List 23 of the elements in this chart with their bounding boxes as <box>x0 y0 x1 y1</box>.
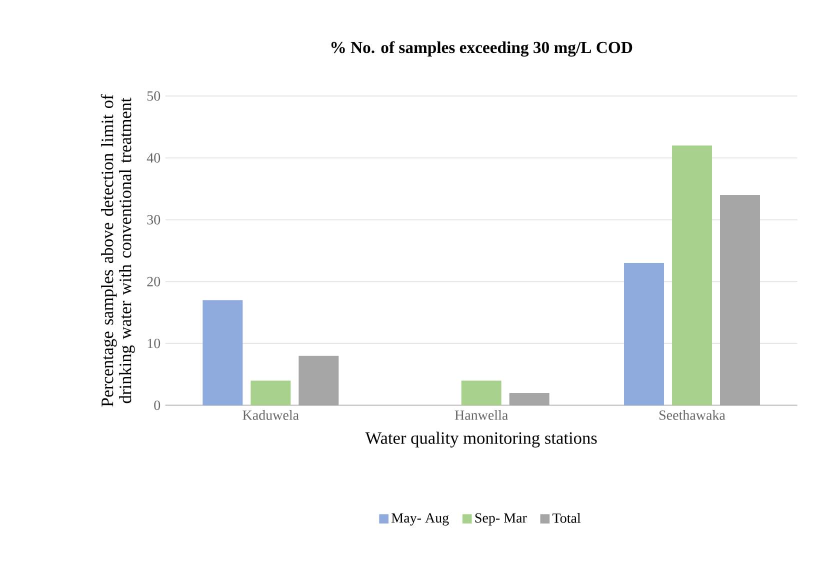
legend-label: Sep- Mar <box>475 513 527 526</box>
bar <box>720 194 760 406</box>
x-tick-label: Kaduwela <box>242 410 299 420</box>
bar <box>461 380 502 406</box>
bar <box>250 380 291 406</box>
bar <box>624 263 664 406</box>
x-tick-label: Seethawaka <box>660 410 726 420</box>
bar <box>509 392 550 406</box>
legend-label: Total <box>552 513 581 523</box>
legend-label: May- Aug <box>392 513 449 526</box>
y-tick-label: 20 <box>147 276 160 286</box>
chart-title: % No. of samples exceeding 30 mg/L COD <box>331 41 632 57</box>
x-tick-label: Hanwella <box>454 410 508 420</box>
y-tick-label: 10 <box>148 338 160 348</box>
y-tick-label: 40 <box>146 153 160 163</box>
y-tick-label: 50 <box>147 91 160 101</box>
bar <box>298 356 339 406</box>
y-axis-title: Percentage samples above detection limit of drinking water with conventional treatment <box>100 94 135 407</box>
bar <box>672 146 712 406</box>
y-tick-label: 30 <box>147 215 160 224</box>
bar <box>202 300 243 406</box>
x-axis-title: Water quality monitoring stations <box>365 432 597 448</box>
y-tick-label: 0 <box>154 400 160 410</box>
